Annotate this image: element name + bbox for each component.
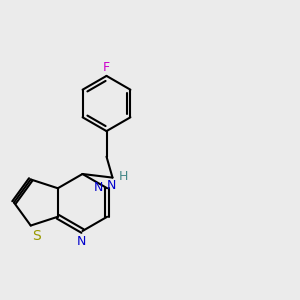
Text: N: N <box>106 179 116 192</box>
Text: N: N <box>94 181 104 194</box>
Text: F: F <box>103 61 110 74</box>
Text: S: S <box>32 229 41 243</box>
Text: N: N <box>76 235 86 248</box>
Text: H: H <box>118 169 128 183</box>
